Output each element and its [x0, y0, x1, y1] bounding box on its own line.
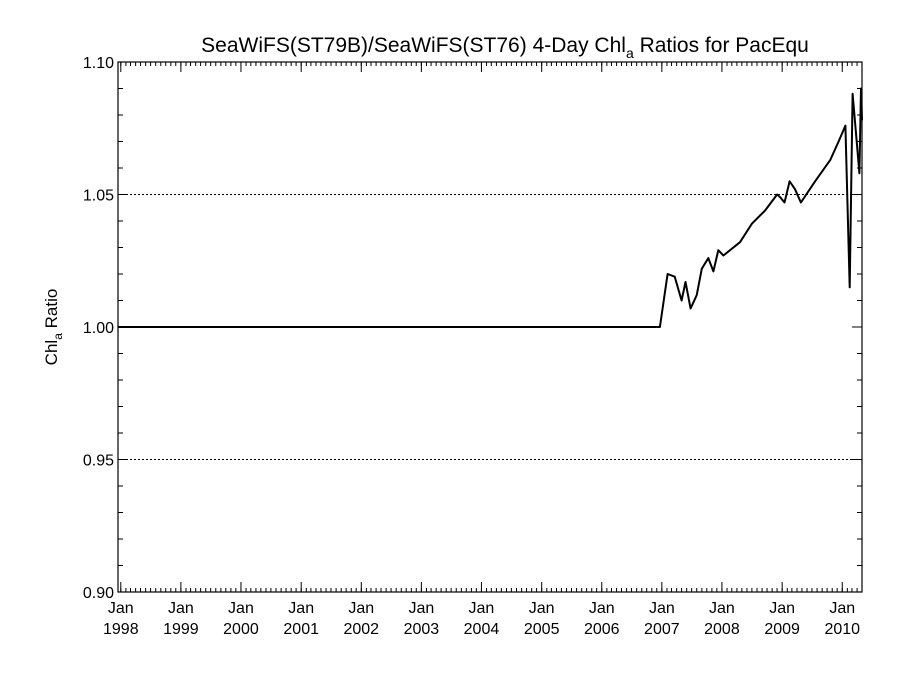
reference-lines — [118, 61, 862, 460]
x-axis-ticks: Jan 1998 Jan 1999 Jan 2000 Jan 2001 Jan 2002 Jan 20… — [103, 62, 863, 638]
x-tick-year: 2005 — [524, 621, 560, 638]
x-tick-year: 2010 — [824, 621, 860, 638]
y-tick-label: 1.10 — [83, 55, 114, 72]
y-tick-label: 1.05 — [83, 188, 114, 205]
y-tick-label: 0.90 — [83, 585, 114, 602]
x-tick-year: 2007 — [644, 621, 680, 638]
x-tick-month: Jan — [529, 600, 555, 617]
x-tick-year: 2001 — [283, 621, 319, 638]
x-tick-month: Jan — [348, 600, 374, 617]
y-axis-ticks: 0.90 0.95 1.00 1.05 1.10 — [83, 55, 862, 602]
chart-title: SeaWiFS(ST79B)/SeaWiFS(ST76) 4-Day Chla … — [201, 34, 809, 61]
x-tick-year: 2003 — [404, 621, 440, 638]
y-tick-label: 1.00 — [83, 320, 114, 337]
y-tick-label: 0.95 — [83, 453, 114, 470]
x-tick-year: 2006 — [584, 621, 620, 638]
x-tick-month: Jan — [108, 600, 134, 617]
x-tick-year: 1999 — [163, 621, 199, 638]
x-tick-month: Jan — [589, 600, 615, 617]
x-tick-year: 1998 — [103, 621, 139, 638]
x-tick-month: Jan — [469, 600, 495, 617]
x-tick-month: Jan — [168, 600, 194, 617]
series-layer — [118, 87, 863, 328]
x-tick-year: 2009 — [764, 621, 800, 638]
y-axis-label: Chla Ratio — [42, 289, 65, 366]
x-tick-month: Jan — [288, 600, 314, 617]
plot-frame — [117, 61, 863, 593]
x-tick-year: 2004 — [464, 621, 500, 638]
x-tick-year: 2000 — [223, 621, 259, 638]
x-tick-month: Jan — [408, 600, 434, 617]
x-tick-year: 2008 — [704, 621, 740, 638]
x-tick-month: Jan — [829, 600, 855, 617]
x-tick-month: Jan — [769, 600, 795, 617]
x-tick-month: Jan — [649, 600, 675, 617]
x-tick-year: 2002 — [343, 621, 379, 638]
x-tick-month: Jan — [709, 600, 735, 617]
x-tick-month: Jan — [228, 600, 254, 617]
ratio-series-line — [118, 87, 863, 328]
